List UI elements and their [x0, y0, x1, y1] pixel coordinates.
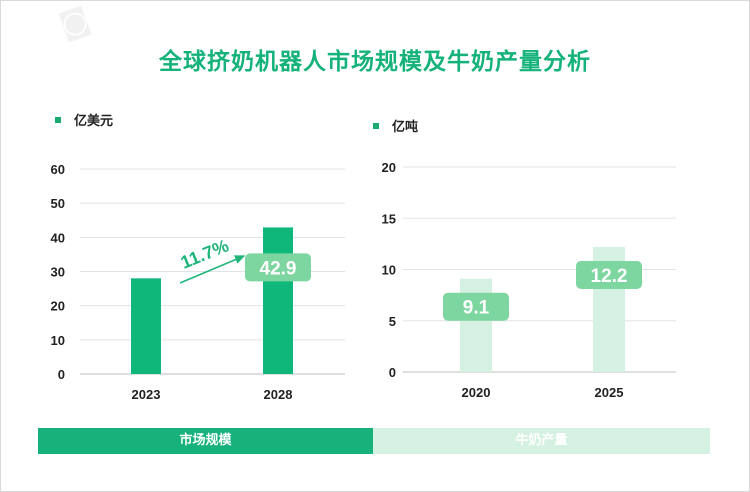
right-unit-label: 亿吨 [373, 116, 418, 135]
y-tick-label: 10 [382, 263, 396, 278]
page-title: 全球挤奶机器人市场规模及牛奶产量分析 [159, 49, 591, 75]
y-tick-label: 40 [51, 230, 65, 245]
left-unit-text: 亿美元 [74, 114, 114, 129]
y-tick-label: 0 [389, 365, 396, 380]
y-tick-label: 20 [51, 299, 65, 314]
tab-market-size[interactable]: 市场规模 [38, 428, 373, 454]
legend-square-icon [373, 122, 379, 129]
y-tick-label: 60 [51, 162, 65, 177]
growth-rate-label: 11.7% [178, 235, 232, 272]
x-tick-label: 2023 [132, 387, 161, 402]
left-gridlines: 0 10 20 30 40 50 60 [51, 162, 345, 382]
growth-arrow [179, 255, 246, 284]
right-gridlines: 0 5 10 15 20 [382, 160, 676, 380]
bar [460, 278, 492, 372]
data-label-box [443, 292, 509, 321]
y-tick-label: 10 [51, 333, 65, 348]
tab-milk-production[interactable]: 牛奶产量 [373, 428, 710, 454]
left-bars: 2023 2028 42.9 [131, 227, 311, 402]
x-tick-label: 2020 [462, 385, 491, 400]
y-tick-label: 50 [51, 196, 65, 211]
y-tick-label: 30 [51, 265, 65, 280]
legend-square-icon [55, 116, 61, 123]
y-tick-label: 20 [382, 160, 396, 175]
data-label: 9.1 [463, 298, 490, 319]
data-label: 12.2 [591, 266, 628, 287]
x-tick-label: 2025 [595, 385, 624, 400]
bar [263, 227, 293, 374]
y-tick-label: 0 [58, 367, 65, 382]
bar [131, 278, 161, 374]
right-bars: 2020 9.1 2025 12.2 [443, 246, 642, 400]
y-tick-label: 5 [389, 314, 396, 329]
data-label-box [245, 253, 311, 282]
right-unit-text: 亿吨 [392, 120, 419, 135]
left-unit-label: 亿美元 [55, 110, 113, 129]
data-label-box [576, 260, 642, 289]
x-tick-label: 2028 [264, 387, 293, 402]
data-label: 42.9 [260, 258, 297, 279]
y-tick-label: 15 [382, 211, 396, 226]
